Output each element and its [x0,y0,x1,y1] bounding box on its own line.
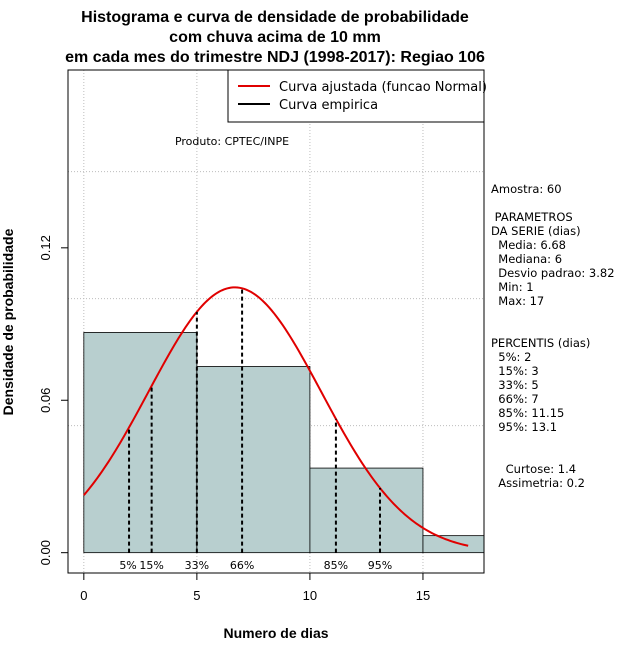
percentile-label-1: 15% [139,559,163,572]
normal-curve-layer [83,286,469,547]
title-line-3: em cada mes do trimestre NDJ (1998-2017)… [65,49,485,66]
percentile-label-2: 33% [185,559,209,572]
histogram-bar-0 [83,332,198,554]
stats-line-15: 66%: 7 [491,392,539,406]
y-tick-label-0: 0.00 [38,540,53,565]
normal-curve [83,286,469,547]
x-tick-label-2: 10 [303,588,317,603]
stats-line-6: Desvio padrao: 3.82 [491,266,615,280]
stats-line-21: Assimetria: 0.2 [491,476,585,490]
histogram-bar-1 [196,366,311,554]
stats-line-0: Amostra: 60 [491,182,562,196]
product-annotation: Produto: CPTEC/INPE [175,135,289,148]
title-line-1: Histograma e curva de densidade de proba… [81,9,469,26]
percentile-label-3: 66% [230,559,254,572]
x-tick-label-1: 5 [193,588,200,603]
axes: 0 5 10 15 0.00 0.06 0.12 [38,235,430,603]
x-tick-label-0: 0 [80,588,87,603]
stats-line-8: Max: 17 [491,294,544,308]
stats-line-13: 15%: 3 [491,364,539,378]
percentile-label-5: 95% [368,559,392,572]
stats-line-17: 95%: 13.1 [491,420,557,434]
percentile-label-4: 85% [324,559,348,572]
x-axis-label: Numero de dias [223,625,328,641]
stats-line-11: PERCENTIS (dias) [491,336,590,350]
y-tick-label-2: 0.12 [38,235,53,260]
chart-title: Histograma e curva de densidade de proba… [65,9,485,66]
histogram-bar-2 [309,467,424,554]
title-line-2: com chuva acima de 10 mm [169,29,381,46]
stats-line-7: Min: 1 [491,280,534,294]
legend-label-normal: Curva ajustada (funcao Normal) [279,80,487,95]
stats-line-5: Mediana: 6 [491,252,562,266]
legend: Curva ajustada (funcao Normal) Curva emp… [227,69,487,123]
histogram-bar-3 [422,535,484,554]
stats-line-4: Media: 6.68 [491,238,566,252]
histogram-bars [83,332,484,554]
stats-line-3: DA SERIE (dias) [491,224,581,238]
y-axis-label: Densidade de probabilidade [0,228,16,415]
stats-line-2: PARAMETROS [491,210,573,224]
percentile-label-0: 5% [119,559,136,572]
legend-box [227,69,485,123]
stats-line-14: 33%: 5 [491,378,539,392]
legend-label-empirical: Curva empirica [279,98,378,113]
stats-line-16: 85%: 11.15 [491,406,564,420]
stats-line-20: Curtose: 1.4 [491,462,576,476]
stats-line-12: 5%: 2 [491,350,531,364]
y-tick-label-1: 0.06 [38,388,53,413]
percentile-lines: 5% 15% 33% 66% 85% 95% [119,288,392,572]
x-tick-label-3: 15 [416,588,430,603]
